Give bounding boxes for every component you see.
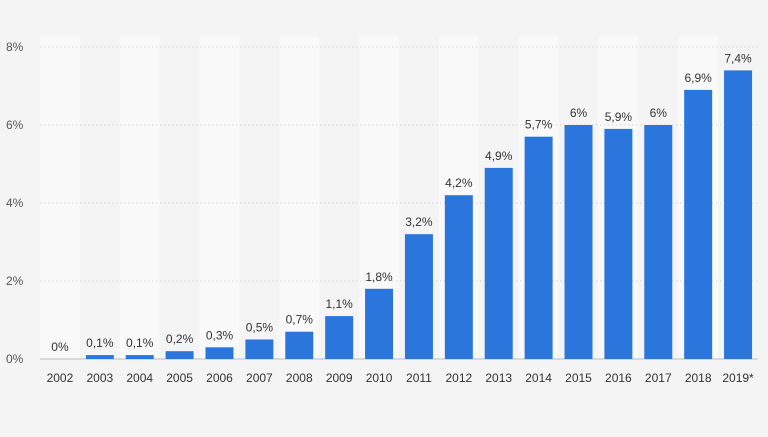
x-tick-label: 2016 [605,371,632,385]
x-tick-label: 2015 [565,371,592,385]
data-label: 0,2% [166,332,194,346]
x-tick-label: 2018 [685,371,712,385]
y-tick-label: 0% [6,352,24,366]
bar-2012 [444,195,473,359]
data-label: 1,1% [325,297,353,311]
y-tick-label: 8% [6,40,24,54]
x-tick-label: 2007 [246,371,273,385]
data-label: 0,1% [86,336,114,350]
bar-2010 [365,288,394,359]
bar-2003 [85,355,114,359]
x-tick-label: 2004 [126,371,153,385]
data-label: 1,8% [365,270,393,284]
bar-2004 [125,355,154,359]
y-tick-label: 2% [6,274,24,288]
x-tick-label: 2014 [525,371,552,385]
x-tick-label: 2009 [326,371,353,385]
data-labels: 0% 0,1% 0,1% 0,2% 0,3% 0,5% 0,7% 1,1% 1,8% 3,2% 4,… [51,51,752,354]
x-tick-label: 2017 [645,371,672,385]
plot-band [279,37,320,359]
data-label: 0,5% [246,321,274,335]
data-label: 0,7% [286,313,314,327]
bars [85,70,753,360]
plot-band [40,37,80,359]
bar-2005 [165,351,194,359]
bar-2015 [564,125,593,359]
x-tick-label: 2010 [366,371,393,385]
x-tick-label: 2006 [206,371,233,385]
data-label: 4,9% [485,149,513,163]
plot-band [119,37,160,359]
x-tick-label: 2011 [406,371,432,385]
data-label: 3,2% [405,215,433,229]
bar-2009 [325,316,354,359]
x-tick-label: 2005 [166,371,193,385]
data-label: 6,9% [684,71,712,85]
x-tick-label: 2003 [86,371,113,385]
bar-2018 [684,89,713,360]
x-tick-label: 2012 [445,371,472,385]
bar-2008 [285,331,314,359]
y-axis-ticks: 0% 2% 4% 6% 8% [6,40,24,366]
x-tick-label: 2008 [286,371,313,385]
data-label: 5,7% [525,118,553,132]
bar-2006 [205,347,234,359]
bar-2011 [404,234,433,359]
data-label: 4,2% [445,176,473,190]
plot-band [199,37,240,359]
x-axis-ticks: 2002 2003 2004 2005 2006 2007 2008 2009 2010 2011… [47,371,754,385]
data-label: 0,3% [206,328,234,342]
data-label: 0,1% [126,336,154,350]
data-label: 6% [650,106,668,120]
data-label: 5,9% [605,110,633,124]
data-label: 6% [570,106,588,120]
x-tick-label: 2019* [722,371,754,385]
data-label: 7,4% [724,51,752,65]
bar-2007 [245,339,274,359]
y-tick-label: 6% [6,118,24,132]
y-tick-label: 4% [6,196,24,210]
bar-2014 [524,136,553,359]
bar-2019 [724,70,753,360]
gridlines [40,46,758,360]
x-tick-label: 2002 [47,371,74,385]
bar-2016 [604,128,633,359]
bar-2013 [484,167,513,359]
bar-2017 [644,125,673,359]
data-label: 0% [51,340,69,354]
x-tick-label: 2013 [485,371,512,385]
